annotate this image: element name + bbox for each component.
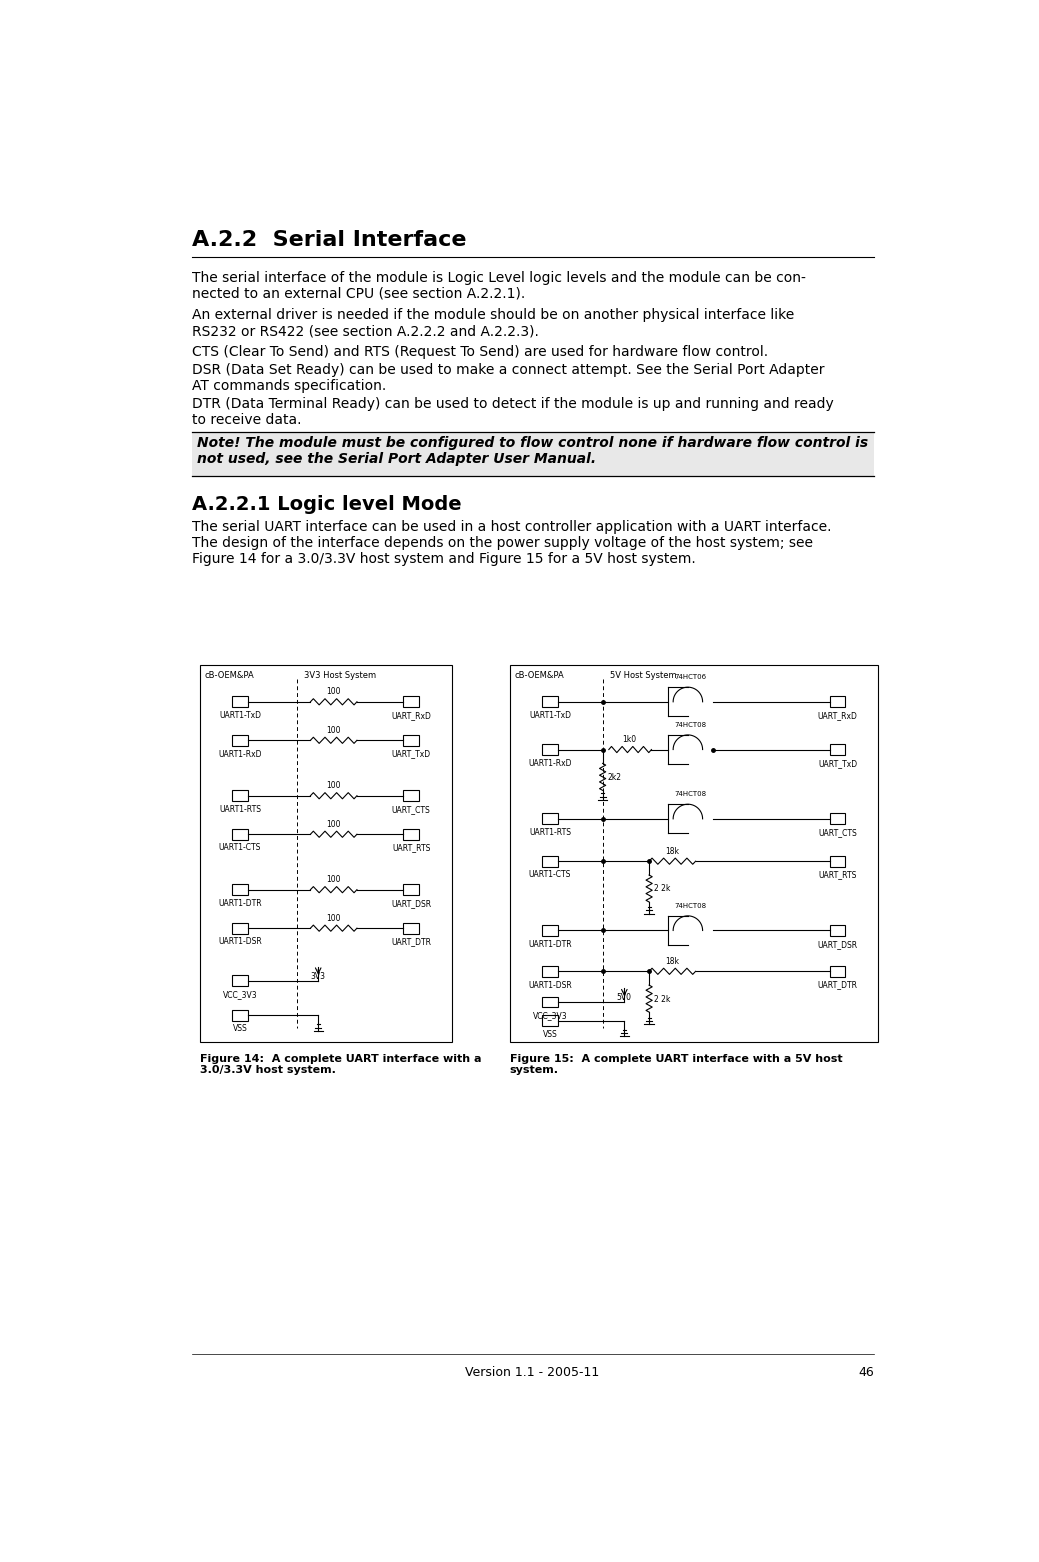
Text: 18k: 18k — [665, 847, 680, 856]
Bar — [542, 744, 558, 754]
Bar — [232, 697, 247, 708]
Text: UART_RxD: UART_RxD — [818, 711, 857, 720]
Bar — [830, 965, 845, 976]
Text: cB-OEM&PA: cB-OEM&PA — [514, 672, 564, 679]
Text: DTR (Data Terminal Ready) can be used to detect if the module is up and running : DTR (Data Terminal Ready) can be used to… — [192, 397, 833, 426]
Text: UART1-RxD: UART1-RxD — [528, 759, 571, 769]
Text: 100: 100 — [326, 820, 341, 829]
Text: 100: 100 — [326, 875, 341, 884]
Bar — [830, 856, 845, 867]
Bar — [232, 829, 247, 840]
Text: UART_RxD: UART_RxD — [392, 711, 431, 720]
Text: UART1-DSR: UART1-DSR — [528, 981, 571, 990]
Bar — [403, 734, 419, 745]
Text: 74HCT08: 74HCT08 — [674, 722, 707, 728]
Text: UART_TxD: UART_TxD — [818, 759, 857, 769]
Text: 3V3: 3V3 — [311, 972, 325, 981]
Text: A.2.2.1 Logic level Mode: A.2.2.1 Logic level Mode — [192, 495, 461, 514]
Text: UART_DSR: UART_DSR — [818, 940, 857, 948]
Text: 46: 46 — [858, 1365, 874, 1379]
Bar — [830, 697, 845, 708]
Bar — [232, 884, 247, 895]
Text: UART1-DTR: UART1-DTR — [528, 940, 571, 948]
Text: UART1-RxD: UART1-RxD — [218, 750, 262, 759]
Text: 74HCT08: 74HCT08 — [674, 903, 707, 909]
Text: UART1-CTS: UART1-CTS — [219, 843, 261, 853]
Bar — [232, 923, 247, 934]
Text: UART_DTR: UART_DTR — [818, 981, 857, 990]
Text: VSS: VSS — [542, 1029, 557, 1039]
Text: UART1-DSR: UART1-DSR — [218, 937, 262, 947]
Text: 100: 100 — [326, 687, 341, 697]
Text: The serial UART interface can be used in a host controller application with a UA: The serial UART interface can be used in… — [192, 520, 831, 567]
Bar — [542, 697, 558, 708]
Bar — [542, 965, 558, 976]
Bar — [232, 1009, 247, 1020]
Text: UART1-TxD: UART1-TxD — [529, 711, 570, 720]
Bar — [403, 697, 419, 708]
Text: DSR (Data Set Ready) can be used to make a connect attempt. See the Serial Port : DSR (Data Set Ready) can be used to make… — [192, 362, 824, 394]
Text: UART_RTS: UART_RTS — [392, 843, 430, 853]
Text: 100: 100 — [326, 726, 341, 734]
Bar — [830, 744, 845, 754]
Text: 5V0: 5V0 — [617, 993, 632, 1003]
Text: cB-OEM&PA: cB-OEM&PA — [205, 672, 254, 679]
Text: Figure 14:  A complete UART interface with a
3.0/3.3V host system.: Figure 14: A complete UART interface wit… — [199, 1054, 481, 1075]
Bar — [542, 814, 558, 825]
Text: UART1-TxD: UART1-TxD — [219, 711, 261, 720]
Text: 1k0: 1k0 — [622, 736, 637, 744]
Text: Note! The module must be configured to flow control none if hardware flow contro: Note! The module must be configured to f… — [196, 436, 868, 467]
Text: 74HCT06: 74HCT06 — [674, 675, 707, 679]
Text: 74HCT08: 74HCT08 — [674, 792, 707, 797]
Text: 2 2k: 2 2k — [654, 995, 670, 1003]
Text: VCC_3V3: VCC_3V3 — [533, 1011, 567, 1020]
Bar — [199, 665, 452, 1042]
Bar — [232, 734, 247, 745]
Bar — [509, 665, 878, 1042]
Bar — [542, 997, 558, 1007]
Bar — [192, 431, 874, 476]
Text: Version 1.1 - 2005-11: Version 1.1 - 2005-11 — [465, 1365, 600, 1379]
Text: VCC_3V3: VCC_3V3 — [222, 990, 258, 998]
Text: 100: 100 — [326, 914, 341, 923]
Text: VSS: VSS — [233, 1025, 247, 1034]
Text: UART1-CTS: UART1-CTS — [529, 870, 571, 879]
Text: UART_CTS: UART_CTS — [818, 828, 857, 837]
Text: UART1-RTS: UART1-RTS — [219, 804, 261, 814]
Text: UART_TxD: UART_TxD — [392, 750, 431, 759]
Text: 2k2: 2k2 — [607, 773, 621, 781]
Bar — [830, 925, 845, 936]
Text: CTS (Clear To Send) and RTS (Request To Send) are used for hardware flow control: CTS (Clear To Send) and RTS (Request To … — [192, 345, 768, 359]
Bar — [542, 925, 558, 936]
Bar — [403, 884, 419, 895]
Bar — [232, 790, 247, 801]
Bar — [830, 814, 845, 825]
Text: UART_DTR: UART_DTR — [392, 937, 431, 947]
Text: 18k: 18k — [665, 958, 680, 965]
Bar — [403, 923, 419, 934]
Text: 3V3 Host System: 3V3 Host System — [304, 672, 376, 679]
Bar — [403, 790, 419, 801]
Text: 100: 100 — [326, 781, 341, 790]
Text: A.2.2  Serial Interface: A.2.2 Serial Interface — [192, 230, 467, 250]
Text: UART1-DTR: UART1-DTR — [218, 898, 262, 908]
Text: The serial interface of the module is Logic Level logic levels and the module ca: The serial interface of the module is Lo… — [192, 270, 806, 301]
Text: UART_RTS: UART_RTS — [819, 870, 856, 879]
Text: UART_DSR: UART_DSR — [391, 898, 431, 908]
Bar — [542, 856, 558, 867]
Text: Figure 15:  A complete UART interface with a 5V host
system.: Figure 15: A complete UART interface wit… — [509, 1054, 843, 1075]
Text: 5V Host System: 5V Host System — [610, 672, 677, 679]
Bar — [542, 1015, 558, 1026]
Text: An external driver is needed if the module should be on another physical interfa: An external driver is needed if the modu… — [192, 308, 794, 339]
Bar — [403, 829, 419, 840]
Bar — [232, 975, 247, 986]
Text: UART1-RTS: UART1-RTS — [529, 828, 570, 837]
Text: UART_CTS: UART_CTS — [392, 804, 430, 814]
Text: 2 2k: 2 2k — [654, 884, 670, 893]
